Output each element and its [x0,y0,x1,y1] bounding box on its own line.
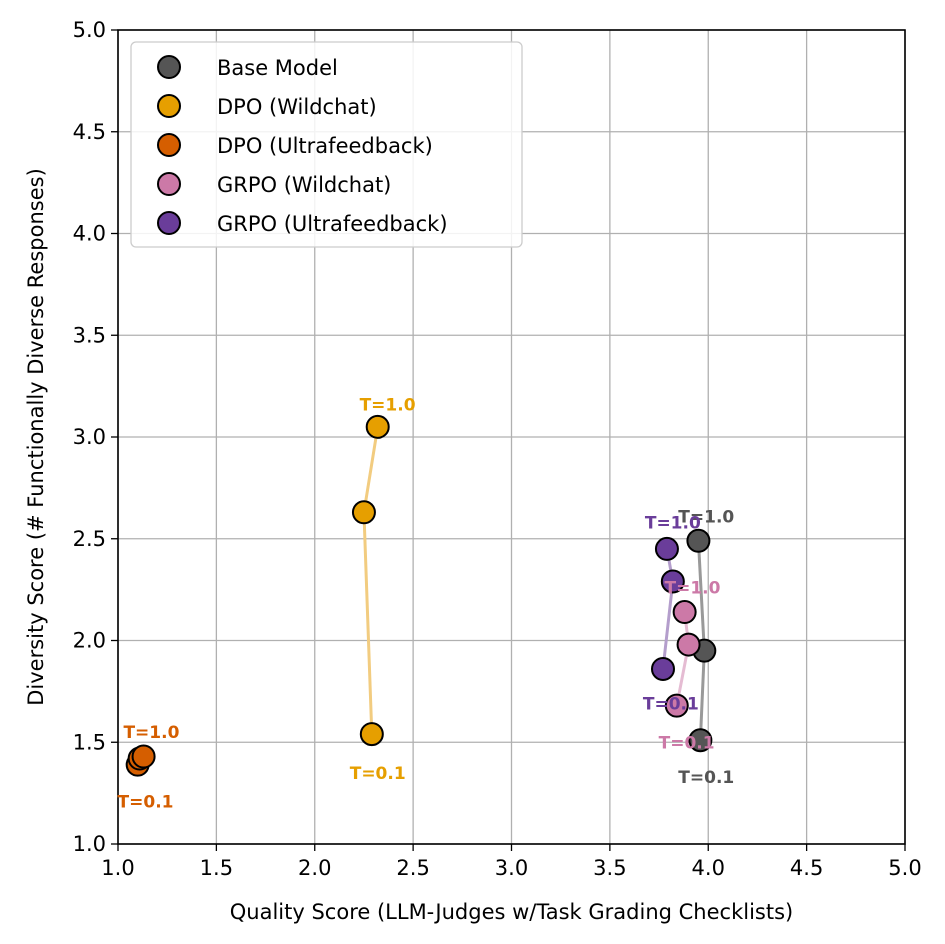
data-point-grpo-wildchat [676,632,701,657]
y-tick-label: 2.0 [73,629,106,653]
temperature-label-dpo-ultrafeedback: T=0.1 [118,792,174,812]
data-point-dpo-wildchat [359,722,384,747]
data-point-base-model [686,528,711,553]
legend-label: DPO (Ultrafeedback) [217,134,433,158]
x-tick-label: 4.5 [790,856,823,880]
temperature-label-base-model: T=1.0 [678,507,734,527]
legend-label: DPO (Wildchat) [217,95,377,119]
data-point-grpo-ultrafeedback [654,536,679,561]
y-axis-title: Diversity Score (# Functionally Diverse … [24,168,48,706]
data-point-grpo-wildchat [664,693,689,718]
temperature-label-grpo-wildchat: T=0.1 [659,733,715,753]
temperature-label-base-model: T=0.1 [678,768,734,788]
x-tick-label: 5.0 [888,856,921,880]
temperature-label-grpo-ultrafeedback: T=0.1 [643,695,699,715]
data-point-grpo-ultrafeedback [650,656,675,681]
y-tick-label: 4.0 [73,222,106,246]
legend-label: GRPO (Ultrafeedback) [217,212,448,236]
y-tick-label: 5.0 [73,18,106,42]
x-tick-label: 1.0 [101,856,134,880]
legend: Base Model DPO (Wildchat) DPO (Ultrafeedba… [130,41,523,248]
axis-ticks: 1.0 1.5 2.0 2.5 3.0 3.5 4.0 4.5 5.0 1.0 1.5 2.0 2.5 3… [73,18,922,880]
x-tick-label: 4.0 [692,856,725,880]
legend-marker [157,133,181,157]
temperature-label-dpo-wildchat: T=1.0 [360,395,416,415]
data-point-dpo-ultrafeedback [131,744,156,769]
temperature-annotations: T=0.1 T=1.0 T=0.1 T=1.0 T=0.1 T=1.0 T=0.1 T=1.0… [118,395,735,812]
legend-marker [157,94,181,118]
series-points [125,414,717,777]
legend-marker [157,55,181,79]
temperature-label-dpo-ultrafeedback: T=1.0 [123,723,179,743]
legend-marker [157,172,181,196]
y-tick-label: 3.0 [73,425,106,449]
y-tick-label: 1.0 [73,832,106,856]
y-tick-label: 2.5 [73,527,106,551]
data-point-base-model [688,728,713,753]
data-point-dpo-wildchat [365,414,390,439]
data-point-dpo-wildchat [351,500,376,525]
y-tick-label: 3.5 [73,323,106,347]
temperature-label-dpo-wildchat: T=0.1 [350,764,406,784]
legend-marker [157,211,181,235]
x-tick-label: 2.0 [298,856,331,880]
x-axis-title: Quality Score (LLM-Judges w/Task Grading… [230,900,793,924]
legend-box [130,41,523,248]
data-point-grpo-ultrafeedback [660,569,685,594]
x-tick-label: 3.5 [593,856,626,880]
legend-label: GRPO (Wildchat) [217,173,391,197]
x-tick-label: 2.5 [396,856,429,880]
temperature-label-grpo-ultrafeedback: T=1.0 [645,513,701,533]
y-tick-label: 1.5 [73,730,106,754]
data-point-grpo-wildchat [672,600,697,625]
legend-label: Base Model [217,56,338,80]
x-tick-label: 1.5 [200,856,233,880]
y-tick-label: 4.5 [73,120,106,144]
x-tick-label: 3.0 [495,856,528,880]
temperature-label-grpo-wildchat: T=1.0 [665,579,721,599]
